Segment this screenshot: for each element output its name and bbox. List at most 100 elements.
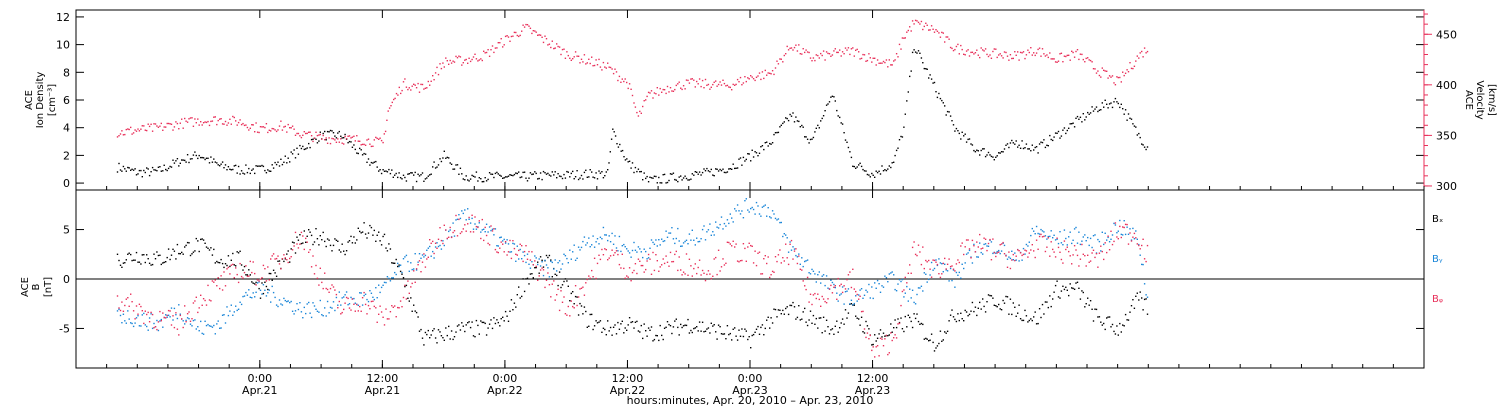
velocity-point — [618, 75, 621, 78]
density-point — [1135, 126, 1137, 128]
velocity-point — [1071, 50, 1073, 52]
density-point — [340, 135, 342, 137]
velocity-point — [1056, 61, 1058, 63]
velocity-point — [429, 84, 431, 86]
velocity-point — [430, 80, 432, 82]
bz-point — [544, 286, 546, 289]
bx-point — [728, 333, 730, 336]
bz-point — [952, 268, 955, 270]
velocity-point — [1025, 54, 1028, 56]
bx-point — [621, 320, 623, 322]
by-point — [615, 247, 618, 249]
bx-point — [623, 332, 625, 334]
velocity-point — [793, 46, 796, 49]
bx-point — [815, 317, 817, 320]
bz-point — [948, 258, 950, 260]
bz-point — [399, 300, 402, 302]
density-point — [681, 179, 683, 181]
by-point — [1062, 244, 1064, 246]
velocity-point — [607, 62, 609, 64]
bx-point — [516, 294, 518, 296]
by-point — [510, 251, 513, 253]
bx-point — [459, 329, 462, 331]
density-point — [914, 51, 917, 53]
bx-point — [202, 239, 205, 241]
by-point — [906, 285, 908, 288]
by-point — [973, 243, 975, 246]
top-panel-data — [116, 19, 1149, 184]
density-point — [1034, 146, 1036, 149]
by-point — [954, 286, 956, 288]
density-point — [556, 177, 558, 179]
by-point — [1049, 235, 1051, 238]
density-point — [484, 177, 486, 179]
velocity-point — [757, 75, 759, 77]
bz-point — [224, 285, 227, 287]
bx-point — [637, 330, 640, 332]
bz-point — [1002, 241, 1004, 244]
bz-point — [379, 305, 381, 307]
bx-point — [932, 341, 934, 344]
density-point — [1049, 134, 1051, 137]
bx-point — [647, 327, 650, 329]
bx-point — [413, 304, 415, 306]
density-point — [961, 131, 963, 133]
bz-point — [401, 306, 403, 308]
velocity-point — [393, 98, 395, 101]
by-point — [764, 204, 766, 206]
by-point — [971, 262, 974, 264]
velocity-point — [954, 48, 956, 51]
by-point — [984, 243, 987, 245]
density-point — [672, 172, 675, 174]
bx-point — [1095, 308, 1098, 311]
b-field-label-3: [nT] — [43, 277, 54, 297]
bx-point — [633, 327, 635, 329]
bx-point — [175, 258, 177, 260]
bx-point — [1143, 298, 1146, 301]
by-point — [1101, 231, 1103, 233]
density-point — [734, 167, 736, 170]
by-point — [293, 313, 295, 315]
by-point — [308, 301, 310, 304]
by-point — [397, 262, 399, 265]
by-point — [960, 277, 962, 279]
by-point — [805, 260, 807, 262]
by-point — [219, 327, 221, 329]
density-point — [116, 171, 119, 173]
velocity-point — [1092, 68, 1095, 70]
bx-point — [591, 313, 593, 316]
bz-point — [611, 249, 613, 251]
velocity-point — [774, 67, 777, 69]
density-point — [973, 149, 975, 152]
by-point — [704, 239, 707, 241]
bx-point — [326, 238, 329, 240]
bx-point — [965, 311, 968, 313]
density-point — [729, 168, 731, 170]
velocity-point — [325, 137, 327, 139]
bx-point — [834, 325, 836, 327]
density-point — [413, 174, 415, 176]
bx-point — [1066, 289, 1068, 291]
density-point — [369, 164, 371, 166]
bz-point — [567, 305, 569, 308]
velocity-point — [777, 63, 780, 65]
by-point — [715, 221, 717, 223]
bx-point — [1025, 315, 1028, 317]
bx-point — [859, 324, 861, 326]
density-point — [137, 173, 139, 175]
bx-point — [394, 262, 396, 264]
density-point — [1108, 103, 1111, 105]
bz-point — [420, 271, 422, 273]
bx-point — [324, 240, 326, 243]
bz-point — [169, 310, 171, 312]
velocity-point — [970, 51, 972, 54]
bz-point — [515, 253, 517, 255]
by-point — [399, 264, 402, 266]
bx-point — [204, 242, 206, 244]
bz-point — [789, 243, 791, 245]
bx-point — [779, 309, 781, 311]
bx-point — [291, 241, 294, 243]
density-point — [817, 124, 819, 127]
density-point — [922, 62, 924, 64]
bz-point — [509, 239, 511, 242]
